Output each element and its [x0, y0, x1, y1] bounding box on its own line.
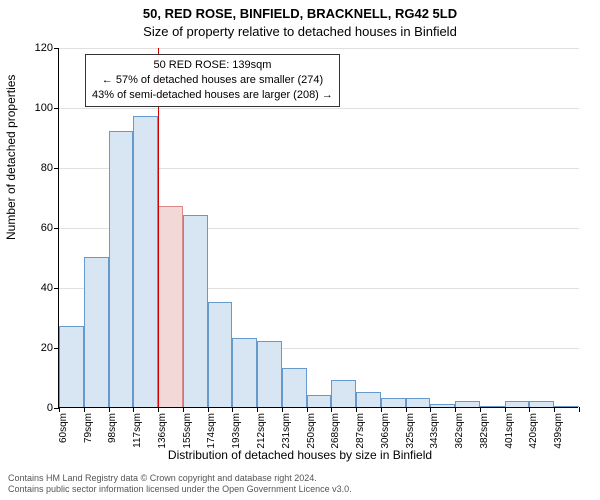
footer-line1: Contains HM Land Registry data © Crown c…	[8, 473, 592, 485]
xtick-label: 98sqm	[107, 413, 118, 443]
histogram-bar	[529, 401, 554, 407]
y-axis-label: Number of detached properties	[4, 75, 18, 240]
gridline	[59, 48, 579, 49]
plot-area: 02040608010012060sqm79sqm98sqm117sqm136s…	[58, 48, 578, 408]
xtick-label: 60sqm	[58, 413, 69, 443]
page-title: 50, RED ROSE, BINFIELD, BRACKNELL, RG42 …	[0, 6, 600, 21]
x-axis-label: Distribution of detached houses by size …	[0, 448, 600, 462]
histogram-bar	[406, 398, 431, 407]
xtick-label: 174sqm	[206, 413, 217, 449]
xtick-mark	[158, 407, 159, 412]
xtick-mark	[480, 407, 481, 412]
histogram-bar	[133, 116, 158, 407]
histogram-bar	[381, 398, 406, 407]
xtick-mark	[59, 407, 60, 412]
xtick-mark	[455, 407, 456, 412]
ytick-label: 120	[13, 42, 53, 54]
xtick-label: 136sqm	[157, 413, 168, 449]
ytick-mark	[54, 288, 59, 289]
xtick-label: 325sqm	[405, 413, 416, 449]
ytick-label: 80	[13, 162, 53, 174]
footer-line2: Contains public sector information licen…	[8, 484, 592, 496]
ytick-mark	[54, 108, 59, 109]
histogram-bar	[109, 131, 134, 407]
xtick-label: 79sqm	[83, 413, 94, 443]
xtick-label: 268sqm	[330, 413, 341, 449]
histogram-bar	[307, 395, 332, 407]
histogram-bar	[455, 401, 480, 407]
histogram-bar	[356, 392, 381, 407]
histogram-bar	[282, 368, 307, 407]
histogram-bar	[331, 380, 356, 407]
histogram-bar	[554, 406, 579, 407]
xtick-mark	[257, 407, 258, 412]
histogram-bar	[232, 338, 257, 407]
xtick-mark	[406, 407, 407, 412]
annotation-line3: 43% of semi-detached houses are larger (…	[92, 88, 333, 103]
annotation-box: 50 RED ROSE: 139sqm ← 57% of detached ho…	[85, 54, 340, 107]
xtick-label: 250sqm	[306, 413, 317, 449]
xtick-label: 343sqm	[429, 413, 440, 449]
page-subtitle: Size of property relative to detached ho…	[0, 24, 600, 39]
xtick-mark	[529, 407, 530, 412]
xtick-mark	[183, 407, 184, 412]
histogram-bar	[257, 341, 282, 407]
xtick-label: 439sqm	[553, 413, 564, 449]
ytick-mark	[54, 168, 59, 169]
ytick-label: 0	[13, 402, 53, 414]
xtick-label: 382sqm	[479, 413, 490, 449]
xtick-mark	[84, 407, 85, 412]
xtick-label: 212sqm	[256, 413, 267, 449]
xtick-mark	[109, 407, 110, 412]
histogram-bar	[208, 302, 233, 407]
histogram-bar	[480, 406, 505, 407]
histogram-bar	[158, 206, 183, 407]
xtick-label: 155sqm	[182, 413, 193, 449]
xtick-mark	[381, 407, 382, 412]
histogram-bar	[183, 215, 208, 407]
histogram-bar	[84, 257, 109, 407]
xtick-mark	[505, 407, 506, 412]
xtick-mark	[554, 407, 555, 412]
ytick-label: 20	[13, 342, 53, 354]
xtick-label: 193sqm	[231, 413, 242, 449]
xtick-label: 231sqm	[281, 413, 292, 449]
xtick-label: 401sqm	[504, 413, 515, 449]
ytick-mark	[54, 228, 59, 229]
ytick-label: 100	[13, 102, 53, 114]
xtick-mark	[133, 407, 134, 412]
xtick-mark	[356, 407, 357, 412]
xtick-mark	[331, 407, 332, 412]
xtick-mark	[232, 407, 233, 412]
gridline	[59, 108, 579, 109]
histogram-bar	[505, 401, 530, 407]
xtick-mark	[579, 407, 580, 412]
ytick-label: 60	[13, 222, 53, 234]
xtick-mark	[307, 407, 308, 412]
annotation-line2: ← 57% of detached houses are smaller (27…	[92, 73, 333, 88]
xtick-label: 117sqm	[132, 413, 143, 448]
xtick-label: 306sqm	[380, 413, 391, 449]
ytick-label: 40	[13, 282, 53, 294]
xtick-mark	[208, 407, 209, 412]
xtick-mark	[282, 407, 283, 412]
annotation-line1: 50 RED ROSE: 139sqm	[92, 58, 333, 73]
xtick-mark	[430, 407, 431, 412]
histogram-bar	[430, 404, 455, 407]
xtick-label: 420sqm	[528, 413, 539, 449]
histogram-bar	[59, 326, 84, 407]
xtick-label: 287sqm	[355, 413, 366, 449]
ytick-mark	[54, 48, 59, 49]
footer: Contains HM Land Registry data © Crown c…	[8, 473, 592, 496]
chart-container: 50, RED ROSE, BINFIELD, BRACKNELL, RG42 …	[0, 0, 600, 500]
xtick-label: 362sqm	[454, 413, 465, 449]
